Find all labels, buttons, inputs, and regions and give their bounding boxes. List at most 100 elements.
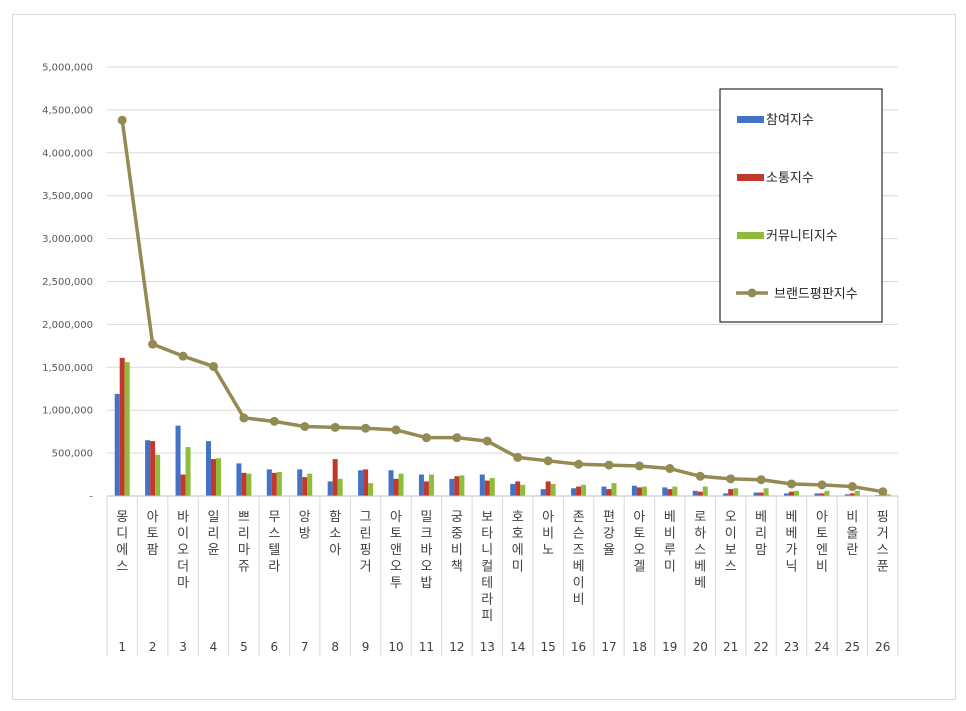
bar-소통지수-9 [363, 469, 369, 496]
bar-소통지수-17 [606, 489, 612, 496]
rank-label: 8 [331, 640, 339, 654]
point-브랜드평판지수-6 [269, 416, 279, 426]
bar-커뮤니티지수-8 [337, 478, 343, 496]
bar-커뮤니티지수-2 [155, 454, 161, 496]
point-브랜드평판지수-5 [239, 413, 249, 423]
y-tick-label: 500,000 [52, 449, 93, 460]
bar-소통지수-7 [302, 477, 308, 496]
point-브랜드평판지수-4 [208, 361, 218, 371]
bar-소통지수-10 [393, 478, 399, 496]
rank-label: 1 [118, 640, 126, 654]
bar-소통지수-22 [758, 492, 764, 496]
bar-소통지수-4 [210, 459, 216, 496]
point-브랜드평판지수-22 [756, 475, 766, 485]
bar-소통지수-6 [271, 472, 277, 496]
bar-커뮤니티지수-20 [702, 486, 708, 496]
legend-marker [747, 288, 757, 298]
x-axis: 몽 디 에 스 1 아 토 팜 2 바 이 오 더 마 3 일 리 윤 4 쁘 리 마 쥬 5 무 스 텔 라 6 앙 방 7 함 소 아 8 그 린 핑 거… [106, 495, 899, 656]
rank-label: 26 [875, 640, 890, 654]
bar-소통지수-11 [423, 481, 429, 496]
point-브랜드평판지수-21 [726, 474, 736, 484]
bar-참여지수-17 [601, 486, 607, 496]
point-브랜드평판지수-12 [452, 433, 462, 443]
bar-참여지수-8 [327, 481, 333, 496]
bar-소통지수-16 [576, 486, 582, 496]
bar-참여지수-2 [145, 440, 151, 496]
bar-참여지수-25 [844, 494, 850, 496]
bar-커뮤니티지수-12 [459, 475, 465, 496]
rank-label: 11 [419, 640, 434, 654]
rank-label: 19 [662, 640, 677, 654]
rank-label: 12 [449, 640, 464, 654]
legend-label: 참여지수 [766, 113, 814, 128]
point-브랜드평판지수-13 [482, 436, 492, 446]
rank-label: 9 [362, 640, 370, 654]
bar-참여지수-11 [418, 474, 424, 496]
y-tick-label: 1,000,000 [42, 406, 93, 417]
bar-참여지수-12 [449, 478, 455, 496]
bar-소통지수-2 [150, 441, 156, 496]
rank-label: 2 [149, 640, 157, 654]
bar-커뮤니티지수-19 [672, 486, 678, 496]
rank-label: 16 [571, 640, 586, 654]
bar-커뮤니티지수-3 [185, 447, 191, 496]
line-series [117, 115, 888, 497]
rank-label: 24 [814, 640, 829, 654]
bar-커뮤니티지수-11 [428, 474, 434, 496]
rank-label: 18 [632, 640, 647, 654]
rank-label: 20 [693, 640, 708, 654]
point-브랜드평판지수-9 [361, 423, 371, 433]
point-브랜드평판지수-10 [391, 425, 401, 435]
rank-label: 3 [179, 640, 187, 654]
point-브랜드평판지수-14 [513, 452, 523, 462]
rank-label: 13 [480, 640, 495, 654]
point-브랜드평판지수-24 [817, 480, 827, 490]
bar-소통지수-14 [515, 481, 521, 496]
point-브랜드평판지수-18 [634, 461, 644, 471]
bar-커뮤니티지수-1 [124, 362, 130, 496]
y-tick-label: 5,000,000 [42, 63, 93, 74]
y-tick-label: 1,500,000 [42, 363, 93, 374]
bar-커뮤니티지수-23 [794, 490, 800, 496]
rank-label: 25 [845, 640, 860, 654]
bar-소통지수-21 [728, 489, 734, 496]
point-브랜드평판지수-11 [421, 433, 431, 443]
bar-참여지수-22 [753, 492, 759, 496]
bar-참여지수-24 [814, 493, 820, 496]
chart-frame: - 500,000 1,000,000 1,500,000 2,000,000 2,500… [12, 14, 956, 700]
bar-소통지수-24 [819, 493, 825, 496]
rank-label: 4 [210, 640, 218, 654]
bar-커뮤니티지수-16 [581, 484, 587, 496]
rank-label: 7 [301, 640, 309, 654]
bar-참여지수-4 [205, 441, 211, 496]
y-tick-label: 2,500,000 [42, 277, 93, 288]
bar-커뮤니티지수-17 [611, 483, 617, 496]
bar-커뮤니티지수-21 [733, 488, 739, 496]
rank-label: 14 [510, 640, 525, 654]
bar-커뮤니티지수-10 [398, 473, 404, 496]
bar-참여지수-14 [510, 483, 516, 496]
point-브랜드평판지수-20 [695, 471, 705, 481]
bar-참여지수-7 [297, 469, 303, 496]
point-브랜드평판지수-8 [330, 422, 340, 432]
y-tick-label: 3,500,000 [42, 191, 93, 202]
bar-참여지수-3 [175, 425, 181, 496]
bar-소통지수-5 [241, 472, 247, 496]
